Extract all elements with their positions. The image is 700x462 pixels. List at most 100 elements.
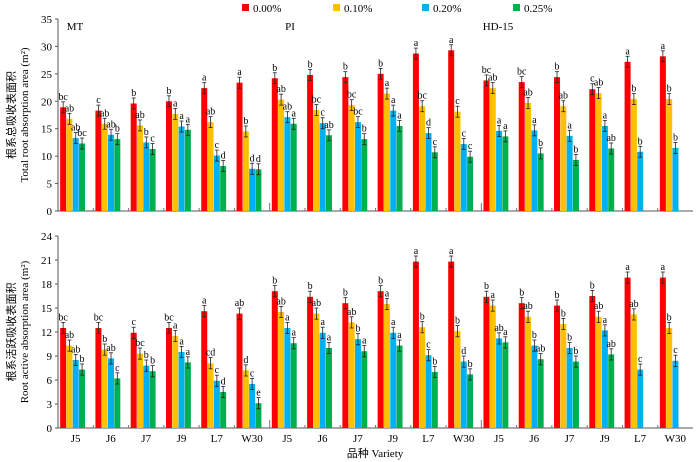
bar-020-w30	[460, 144, 467, 211]
significance-label: c	[215, 140, 220, 151]
y-tick-label: 15	[41, 303, 53, 315]
significance-label: b	[455, 316, 460, 327]
significance-label: bc	[353, 107, 363, 118]
bar-020-w30	[249, 384, 256, 428]
group-label-mt: MT	[67, 21, 84, 33]
significance-label: d	[250, 153, 255, 164]
significance-label: a	[320, 317, 325, 328]
significance-label: ab	[206, 107, 215, 118]
significance-label: ab	[135, 110, 144, 121]
x-tick-label: J7	[141, 433, 151, 445]
bar-020-j7	[143, 365, 150, 428]
significance-label: b	[144, 350, 149, 361]
y-tick-label: 18	[41, 279, 53, 291]
significance-label: a	[397, 110, 402, 121]
bar-020-l7	[425, 355, 432, 428]
significance-label: ab	[276, 296, 285, 307]
x-axis-label: 品种 Variety	[347, 446, 404, 460]
x-tick-label: J6	[529, 433, 539, 445]
significance-label: a	[497, 115, 502, 126]
y-tick-label: 3	[47, 399, 53, 411]
x-tick-label: J5	[494, 433, 504, 445]
significance-label: a	[385, 288, 390, 299]
bar-020-j6	[531, 130, 538, 211]
bar-010-l7	[630, 314, 637, 428]
bar-010-j5	[489, 88, 496, 211]
bar-000-j5	[60, 107, 67, 211]
significance-label: c	[462, 129, 467, 140]
significance-label: ab	[106, 343, 115, 354]
significance-label: ab	[629, 299, 638, 310]
y-tick-label: 35	[41, 14, 53, 26]
significance-label: b	[519, 288, 524, 299]
bar-025-w30	[467, 374, 474, 428]
bar-025-j7	[149, 149, 156, 211]
significance-label: bc	[94, 312, 104, 323]
legend-swatch-1	[333, 4, 340, 11]
bar-000-j7	[342, 77, 349, 211]
bar-020-j7	[354, 339, 361, 428]
bar-020-j6	[108, 134, 115, 211]
significance-label: c	[426, 340, 431, 351]
significance-label: cd	[206, 348, 215, 359]
legend-label: 0.10%	[344, 3, 372, 15]
x-tick-label: L7	[422, 433, 435, 445]
bar-000-l7	[624, 61, 631, 211]
bar-025-j7	[361, 351, 368, 428]
bar-010-j9	[383, 304, 390, 428]
bar-025-l7	[431, 152, 438, 211]
bar-010-l7	[419, 327, 426, 428]
bar-020-j5	[284, 328, 291, 428]
significance-label: c	[250, 368, 255, 379]
significance-label: ab	[65, 103, 74, 114]
significance-label: a	[532, 115, 537, 126]
significance-label: b	[555, 290, 560, 301]
significance-label: ab	[276, 84, 285, 95]
bar-000-j7	[554, 305, 561, 428]
legend-label: 0.00%	[253, 3, 281, 15]
y-axis-label-en: Total root absorption area (m²)	[19, 47, 31, 182]
significance-label: a	[567, 120, 572, 131]
significance-label: ab	[100, 108, 109, 119]
bar-010-j9	[595, 93, 602, 211]
significance-label: b	[573, 144, 578, 155]
significance-label: b	[378, 58, 383, 69]
bar-025-j6	[537, 153, 544, 211]
y-tick-label: 12	[41, 327, 52, 339]
significance-label: d	[426, 118, 431, 129]
bar-010-j5	[66, 345, 73, 428]
significance-label: ab	[235, 298, 244, 309]
bar-000-j7	[554, 77, 561, 211]
significance-label: c	[215, 365, 220, 376]
significance-label: b	[673, 132, 678, 143]
significance-label: ab	[283, 102, 292, 113]
bar-000-j9	[377, 73, 384, 211]
significance-label: a	[414, 38, 419, 49]
y-tick-label: 10	[41, 151, 53, 163]
y-axis-label-cn: 根系总吸收表面积	[4, 71, 18, 159]
significance-label: a	[449, 246, 454, 257]
bar-000-l7	[201, 311, 208, 428]
bar-000-j7	[130, 332, 137, 428]
legend-swatch-2	[422, 4, 429, 11]
significance-label: b	[343, 62, 348, 73]
x-tick-label: W30	[241, 433, 263, 445]
y-tick-label: 20	[41, 96, 53, 108]
significance-label: a	[625, 46, 630, 57]
bar-025-j9	[184, 362, 191, 428]
significance-label: b	[590, 280, 595, 291]
bar-000-j7	[342, 303, 349, 428]
significance-label: ab	[523, 301, 532, 312]
bar-000-j9	[589, 89, 596, 211]
bar-025-j6	[114, 139, 121, 211]
bar-010-j6	[525, 102, 532, 211]
bar-020-j5	[72, 138, 79, 211]
bar-010-l7	[207, 363, 214, 428]
bar-000-j9	[377, 291, 384, 428]
bar-025-j5	[502, 136, 509, 211]
bar-025-j5	[502, 342, 509, 428]
x-tick-label: J9	[388, 433, 398, 445]
significance-label: ab	[559, 91, 568, 102]
significance-label: a	[186, 114, 191, 125]
group-label-hd-15: HD-15	[483, 21, 514, 33]
